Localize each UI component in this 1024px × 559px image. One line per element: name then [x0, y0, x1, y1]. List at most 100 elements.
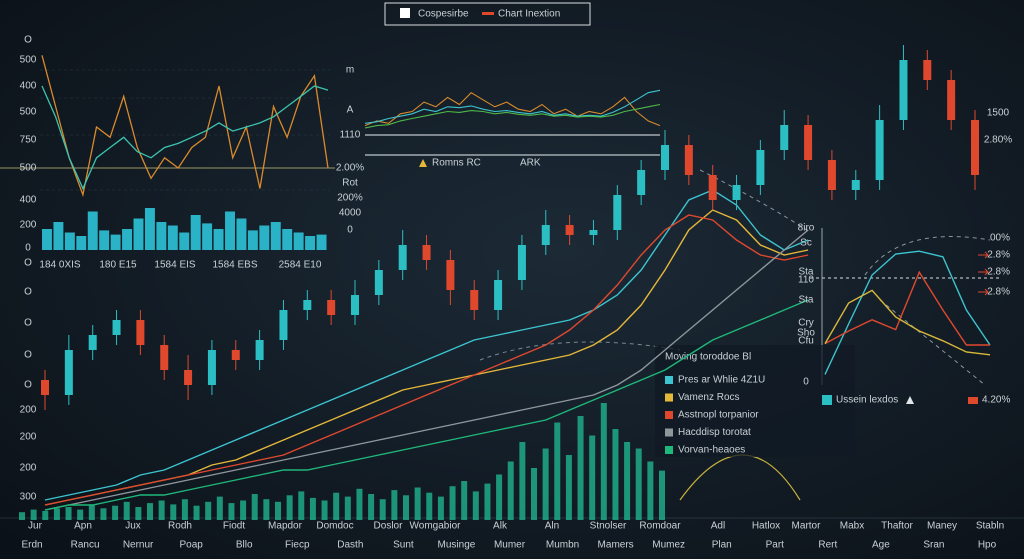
y-tick-label: Rot — [342, 178, 358, 189]
volume-bar — [240, 500, 247, 520]
volume-bar — [647, 461, 654, 520]
volume-bar — [600, 403, 607, 520]
decoration — [699, 169, 811, 233]
x-tick-label: Bllo — [236, 540, 253, 551]
candle-body — [351, 295, 359, 315]
x-tick-label: Mumez — [652, 540, 685, 551]
bar — [225, 211, 235, 250]
candle-body — [661, 145, 669, 170]
y-tick-label: 500 — [20, 107, 37, 118]
bar — [247, 230, 258, 250]
candle-body — [494, 280, 503, 310]
volume-bar — [461, 481, 468, 520]
bar — [133, 218, 144, 250]
marker — [419, 159, 427, 167]
bar — [53, 222, 64, 250]
y-tick-label: 200 — [20, 405, 37, 416]
header-item: Chart Inextion — [498, 9, 560, 20]
candle-body — [279, 310, 288, 340]
x-tick-label: Mumer — [494, 540, 526, 551]
volume-bar — [507, 461, 514, 520]
y-tick-label: 2.80% — [984, 135, 1012, 146]
y-tick-label: Sta — [798, 295, 813, 306]
candle-body — [517, 245, 526, 280]
y-tick-label: 00% — [990, 233, 1010, 244]
bar — [179, 232, 190, 250]
legend-title: Moving toroddoe Bl — [665, 352, 751, 363]
volume-bar — [659, 470, 665, 520]
volume-bar — [449, 486, 456, 520]
x-tick-label: Erdn — [21, 540, 42, 551]
volume-bar — [589, 435, 596, 520]
x-tick-label: Aln — [545, 521, 559, 532]
y-tick-label: 750 — [20, 135, 37, 146]
candle-body — [708, 175, 717, 200]
x-tick-label: Domdoc — [316, 521, 353, 532]
x-tick-label: Mumbn — [546, 540, 579, 551]
y-tick-label: 4000 — [339, 208, 362, 219]
series-line — [44, 299, 809, 511]
x-tick-label: Thaftor — [881, 521, 913, 532]
bar — [110, 234, 121, 250]
x-tick-label: Poap — [179, 540, 203, 551]
y-tick-label: 2.8% — [987, 267, 1010, 278]
volume-bar — [496, 474, 503, 520]
x-tick-label: Martor — [792, 521, 822, 532]
x-tick-label: Womgabior — [410, 521, 462, 532]
header-item: Cospesirbe — [418, 9, 469, 20]
bar — [122, 229, 133, 250]
y-tick-label: 500 — [20, 163, 37, 174]
volume-bar — [158, 500, 165, 520]
candle-body — [470, 290, 479, 310]
x-tick-label: 1584 EIS — [154, 260, 195, 271]
x-tick-label: Stabln — [976, 521, 1004, 532]
y-tick-label: A — [347, 105, 354, 116]
bar — [167, 225, 178, 250]
legend-label: Vorvan-heaoes — [678, 445, 745, 456]
volume-bar — [333, 492, 340, 520]
candle-body — [684, 145, 693, 175]
candle-body — [231, 350, 240, 360]
volume-bar — [612, 429, 619, 520]
volume-bar — [403, 495, 409, 520]
annotation: Romns RC — [432, 158, 481, 169]
volume-bar — [123, 501, 130, 520]
header-swatch — [400, 8, 410, 18]
volume-bar — [519, 442, 526, 520]
volume-bar — [391, 490, 398, 520]
x-tick-label: Romdoar — [639, 521, 681, 532]
bar — [202, 223, 213, 250]
volume-bar — [181, 499, 188, 520]
x-tick-label: Jux — [125, 521, 141, 532]
y-tick-label: 0 — [25, 243, 31, 254]
bar — [213, 229, 224, 250]
x-tick-label: Sunt — [393, 540, 414, 551]
x-tick-label: Age — [872, 540, 890, 551]
volume-bar — [426, 492, 433, 520]
bar — [144, 208, 155, 250]
candle-body — [327, 300, 336, 315]
y-tick-label: O — [24, 287, 32, 298]
candle-body — [374, 270, 383, 295]
volume-bar — [216, 496, 223, 520]
legend-swatch — [822, 395, 832, 405]
y-tick-label: 2.00% — [336, 163, 364, 174]
bar — [316, 234, 327, 250]
legend-swatch — [665, 376, 673, 384]
volume-bar — [251, 494, 258, 520]
candle-body — [899, 60, 908, 120]
arrow — [978, 288, 989, 296]
volume-bar — [193, 505, 200, 520]
y-tick-label: O — [24, 350, 32, 361]
legend-swatch — [665, 446, 673, 454]
series-line — [364, 89, 661, 124]
series-line — [44, 229, 809, 511]
bar — [76, 236, 87, 250]
candle-body — [184, 370, 193, 385]
legend-label: Ussein lexdos — [836, 395, 898, 406]
y-tick-label: Cry — [798, 318, 814, 329]
series-line — [364, 103, 661, 129]
volume-bar — [624, 442, 631, 520]
y-tick-label: Cfu — [798, 336, 814, 347]
